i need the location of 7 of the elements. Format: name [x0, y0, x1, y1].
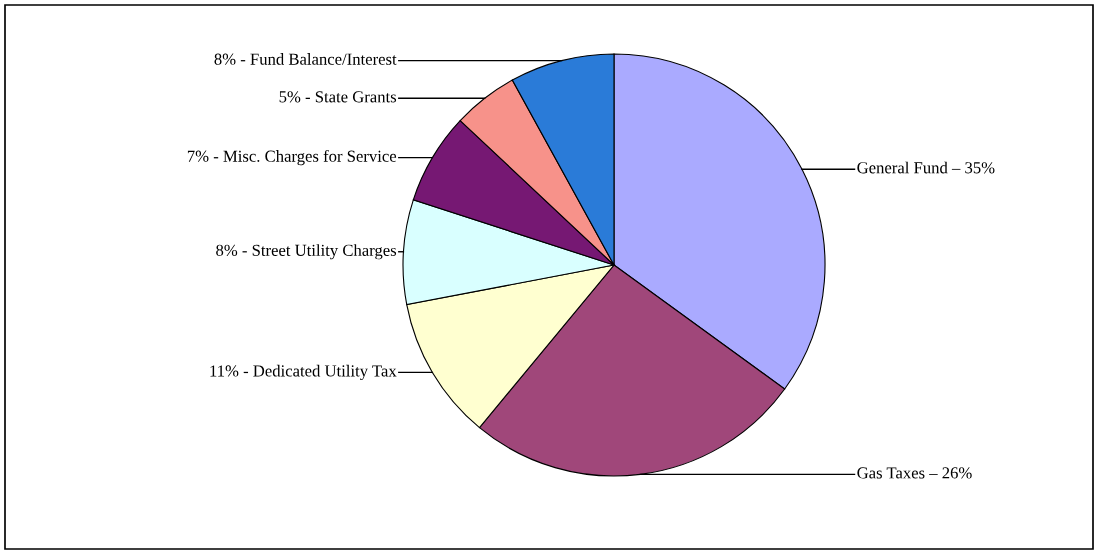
- slice-label: 5% - State Grants: [279, 91, 397, 103]
- slice-label: 7% - Misc. Charges for Service: [187, 149, 397, 166]
- slice-label: General Fund – 35%: [857, 161, 995, 174]
- slice-label: Gas Taxes – 26%: [857, 467, 972, 479]
- slice-label: 8% - Fund Balance/Interest: [214, 53, 397, 65]
- slice-label: 8% - Street Utility Charges: [216, 244, 397, 260]
- slice-label: 11% - Dedicated Utility Tax: [210, 364, 397, 380]
